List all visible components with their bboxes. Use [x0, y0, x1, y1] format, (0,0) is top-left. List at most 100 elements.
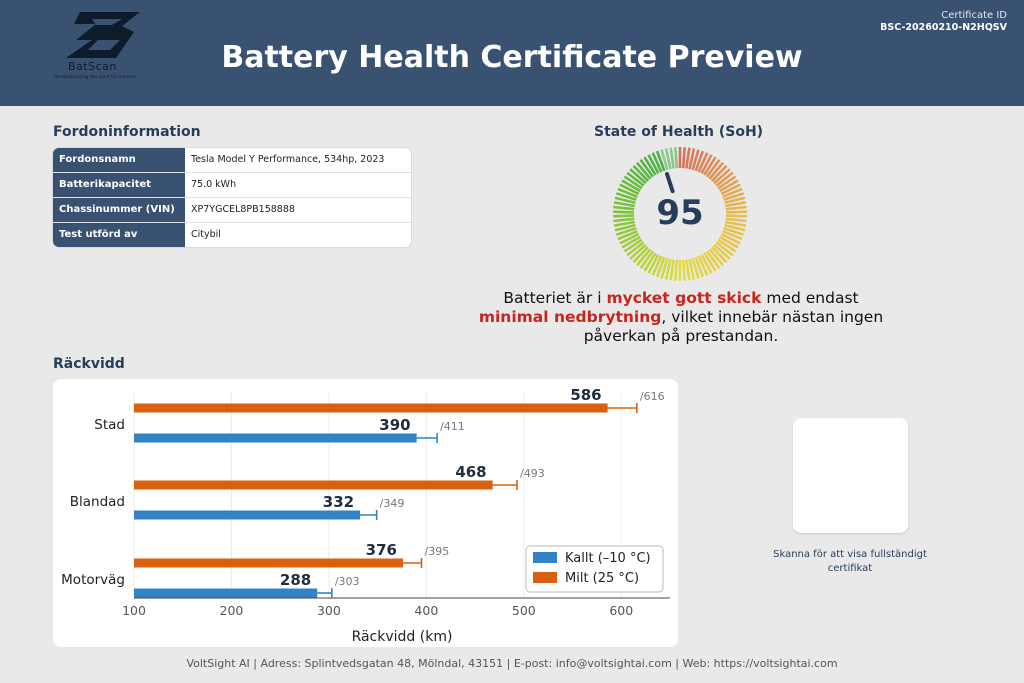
gauge-tick: [694, 256, 705, 278]
soh-description-text: , vilket innebär nästan ingen påverkan p…: [583, 308, 884, 345]
gauge-tick: [632, 164, 649, 182]
bar-max-label: /349: [380, 497, 405, 510]
batscan-logo-mark: [66, 12, 140, 58]
gauge-tick: [697, 152, 709, 173]
range-bar: [134, 403, 608, 413]
gauge-tick: [685, 259, 691, 281]
brand-tagline: Revolutionizing the used EV markets: [54, 75, 137, 80]
gauge-tick: [669, 259, 675, 281]
gauge-tick: [685, 147, 691, 169]
gauge-tick: [724, 196, 746, 205]
category-label: Motorväg: [61, 572, 125, 588]
gauge-tick: [725, 214, 748, 218]
certificate-id-value: BSC-20260210-N2HQSV: [880, 22, 1007, 33]
soh-title: State of Health (SoH): [594, 124, 764, 140]
gauge-tick: [626, 171, 645, 187]
gauge-tick: [632, 246, 649, 264]
range-bar: [134, 480, 493, 490]
info-key: Batterikapacitet: [53, 173, 185, 197]
info-value: 75.0 kWh: [191, 179, 237, 190]
bar-max-label: /303: [335, 575, 360, 588]
gauge-tick: [703, 156, 717, 176]
bar-max-label: /411: [440, 420, 465, 433]
gauge-tick: [708, 161, 725, 180]
range-bar: [134, 588, 318, 598]
gauge-tick: [621, 235, 641, 249]
qr-caption: Skanna för att visa fullständigt certifi…: [773, 549, 927, 574]
soh-description-text: med endast: [761, 289, 859, 307]
gauge-tick: [635, 248, 652, 267]
gauge-tick: [703, 252, 717, 272]
gauge-tick: [613, 205, 635, 211]
bar-value-label: 586: [570, 386, 601, 404]
gauge-tick: [619, 233, 640, 245]
range-bar: [134, 433, 417, 443]
gauge-tick: [643, 252, 657, 272]
info-row-vin: Chassinummer (VIN) XP7YGCEL8PB158888: [53, 198, 411, 223]
gauge-tick: [647, 254, 660, 274]
info-value: Tesla Model Y Performance, 534hp, 2023: [191, 154, 385, 165]
gauge-center: [635, 169, 725, 259]
gauge-tick: [717, 238, 737, 253]
gauge-tick: [705, 250, 721, 269]
gauge-tick: [614, 196, 636, 205]
gauge-tick: [612, 210, 635, 214]
info-value: XP7YGCEL8PB158888: [191, 204, 295, 215]
x-tick-label: 100: [122, 603, 146, 618]
gauge-tick: [613, 201, 635, 208]
bar-max-label: /493: [520, 467, 545, 480]
gauge-tick: [629, 243, 647, 260]
gauge-tick: [719, 235, 739, 249]
gauge-tick: [723, 226, 745, 236]
gauge-tick: [655, 150, 666, 172]
gauge-tick: [708, 248, 725, 267]
category-label: Blandad: [70, 494, 125, 510]
gauge-tick: [613, 217, 635, 223]
gauge-tick: [713, 168, 731, 185]
info-key: Test utförd av: [53, 223, 185, 247]
gauge-tick: [655, 256, 666, 278]
bar-max-label: /395: [424, 545, 449, 558]
gauge-tick: [715, 241, 734, 257]
legend-box: [525, 545, 664, 593]
x-axis-label: Räckvidd (km): [352, 629, 453, 645]
qr-code[interactable]: [802, 427, 899, 524]
gauge-tick: [651, 255, 663, 276]
gauge-tick: [635, 161, 652, 180]
chart-legend: Kallt (–10 °C) Milt (25 °C): [525, 545, 664, 593]
info-key: Chassinummer (VIN): [53, 198, 185, 222]
x-tick-label: 500: [512, 603, 536, 618]
soh-value: 95: [656, 193, 704, 233]
gauge-tick: [691, 149, 700, 171]
certificate-id-label: Certificate ID: [941, 10, 1007, 21]
gauge-tick: [623, 175, 643, 190]
info-row-battery-capacity: Batterikapacitet 75.0 kWh: [53, 173, 411, 198]
gauge-tick: [719, 179, 739, 193]
gauge-tick: [639, 159, 655, 178]
gauge-tick: [612, 214, 635, 218]
gauge-tick: [651, 152, 663, 173]
soh-gauge-ring: [612, 147, 748, 281]
gauge-tick: [621, 179, 641, 193]
gauge-tick: [720, 233, 741, 245]
soh-description-highlight: mycket gott skick: [606, 289, 762, 307]
vehicle-info-title: Fordoninformation: [53, 124, 201, 140]
gauge-tick: [664, 148, 672, 170]
bar-max-label: /616: [640, 390, 665, 403]
qr-code-card[interactable]: [793, 418, 908, 533]
gauge-tick: [688, 258, 696, 280]
x-tick-label: 600: [609, 603, 633, 618]
range-bar: [134, 558, 403, 568]
x-tick-label: 300: [317, 603, 341, 618]
gauge-tick: [700, 254, 713, 274]
legend-label: Milt (25 °C): [565, 571, 639, 586]
info-value: Citybil: [191, 229, 221, 240]
soh-description-text: Batteriet är i: [503, 289, 607, 307]
gauge-tick: [639, 250, 655, 269]
header-bar: BatScan Revolutionizing the used EV mark…: [0, 0, 1024, 106]
gauge-tick: [615, 226, 637, 236]
gauge-tick: [660, 257, 669, 279]
gauge-tick: [623, 238, 643, 253]
gauge-tick: [720, 183, 741, 195]
gauge-tick: [697, 255, 709, 276]
